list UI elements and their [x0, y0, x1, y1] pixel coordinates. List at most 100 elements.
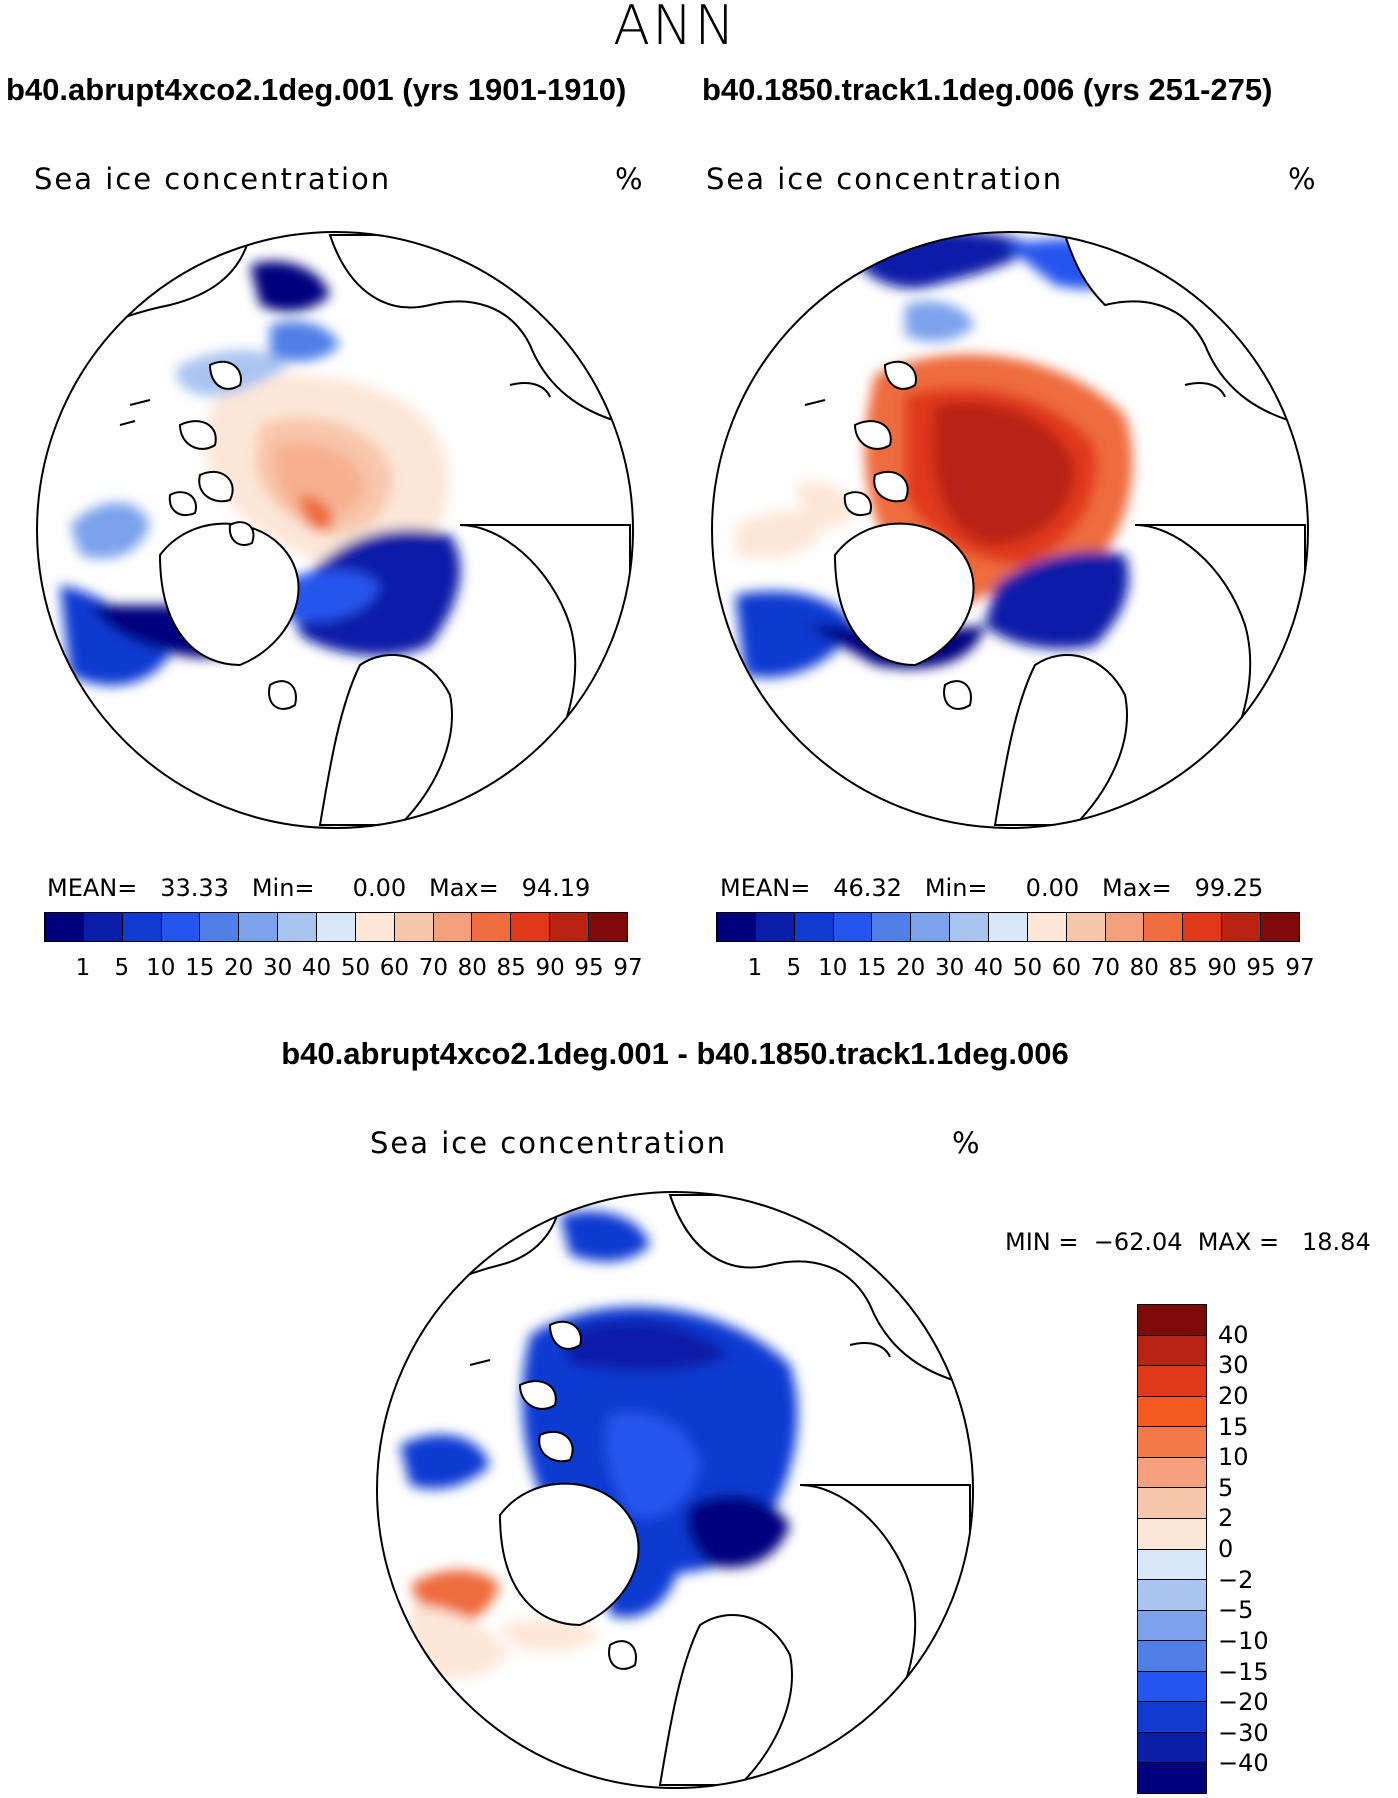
diff-units: % — [952, 1126, 980, 1160]
colorbar-tick-label: 95 — [574, 955, 604, 981]
colorbar-tick-label: 20 — [896, 955, 926, 981]
colorbar-tick-label: 40 — [1218, 1320, 1249, 1349]
colorbar-swatch — [833, 913, 873, 941]
colorbar-swatch — [1222, 913, 1262, 941]
colorbar-tick-label: −30 — [1218, 1718, 1269, 1747]
colorbar-tick-label: 0 — [1218, 1535, 1234, 1563]
colorbar-tick-label: 97 — [613, 955, 643, 981]
colorbar-tick-label: 70 — [1090, 955, 1120, 981]
panel2-stats: MEAN= 46.32 Min= 0.00 Max= 99.25 — [720, 874, 1264, 902]
colorbar-swatch — [511, 913, 551, 941]
colorbar-swatch — [1183, 913, 1223, 941]
colorbar-swatch — [278, 913, 318, 941]
colorbar-swatch — [1261, 913, 1299, 941]
panel2-colorbar — [716, 912, 1300, 942]
colorbar-tick-label: 15 — [857, 955, 887, 981]
colorbar-tick-label: 2 — [1218, 1504, 1234, 1533]
colorbar-swatch — [1066, 913, 1106, 941]
colorbar-swatch — [394, 913, 434, 941]
colorbar-tick-label: −2 — [1218, 1565, 1254, 1594]
panel2-polar-map — [711, 231, 1309, 829]
colorbar-tick-label: 10 — [1218, 1443, 1249, 1472]
diff-title: b40.abrupt4xco2.1deg.001 - b40.1850.trac… — [281, 1036, 1069, 1071]
colorbar-swatch — [550, 913, 590, 941]
colorbar-swatch — [1138, 1366, 1206, 1397]
panel2-units: % — [1288, 162, 1316, 196]
colorbar-swatch — [911, 913, 951, 941]
colorbar-tick-label: 10 — [146, 955, 176, 981]
diff-colorbar-ticks: 40 30 20 15 10 5 2 0 −2 −5 −10 −15 −20 −30 −40 — [1218, 1304, 1298, 1794]
panel1-stats: MEAN= 33.33 Min= 0.00 Max= 94.19 — [47, 874, 591, 902]
diff-polar-map — [376, 1191, 974, 1789]
colorbar-swatch — [1138, 1335, 1206, 1367]
colorbar-tick-label: 80 — [1129, 955, 1159, 981]
panel1-variable-label: Sea ice concentration — [34, 162, 392, 196]
colorbar-swatch — [239, 913, 279, 941]
colorbar-swatch — [989, 913, 1028, 941]
colorbar-swatch — [122, 913, 162, 941]
colorbar-tick-label: 15 — [1218, 1412, 1249, 1441]
colorbar-tick-label: 50 — [1012, 955, 1043, 981]
colorbar-tick-label: 80 — [457, 955, 487, 981]
colorbar-swatch — [1027, 913, 1067, 941]
colorbar-swatch — [717, 913, 756, 941]
colorbar-tick-label: 5 — [786, 955, 802, 981]
colorbar-swatch — [950, 913, 990, 941]
colorbar-swatch — [1138, 1610, 1206, 1642]
colorbar-swatch — [83, 913, 123, 941]
colorbar-swatch — [317, 913, 356, 941]
colorbar-swatch — [1138, 1671, 1206, 1703]
colorbar-tick-label: 15 — [185, 955, 215, 981]
panel2-variable-label: Sea ice concentration — [706, 162, 1064, 196]
diff-variable-label: Sea ice concentration — [370, 1126, 728, 1160]
colorbar-tick-label: 60 — [379, 955, 410, 981]
colorbar-swatch — [200, 913, 240, 941]
season-title: ANN — [613, 0, 737, 57]
panel2-colorbar-ticks: 1 5 10 15 20 30 40 50 60 70 80 85 90 95 97 — [716, 955, 1315, 985]
colorbar-swatch — [1138, 1518, 1206, 1550]
colorbar-swatch — [472, 913, 512, 941]
colorbar-swatch — [1138, 1427, 1206, 1458]
colorbar-swatch — [1105, 913, 1145, 941]
panel1-colorbar-ticks: 1 5 10 15 20 30 40 50 60 70 80 85 90 95 97 — [44, 955, 643, 985]
colorbar-tick-label: −40 — [1218, 1749, 1269, 1778]
colorbar-tick-label: 20 — [224, 955, 254, 981]
colorbar-swatch — [45, 913, 84, 941]
colorbar-swatch — [1138, 1702, 1206, 1733]
colorbar-tick-label: 85 — [1168, 955, 1198, 981]
colorbar-swatch — [755, 913, 795, 941]
colorbar-swatch — [1138, 1763, 1206, 1793]
colorbar-swatch — [1138, 1457, 1206, 1489]
colorbar-swatch — [355, 913, 395, 941]
colorbar-tick-label: 90 — [1207, 955, 1237, 981]
colorbar-tick-label: 30 — [1218, 1351, 1249, 1380]
diff-colorbar — [1137, 1304, 1207, 1794]
panel1-units: % — [615, 162, 643, 196]
colorbar-tick-label: −5 — [1218, 1596, 1254, 1625]
colorbar-tick-label: 5 — [1218, 1473, 1234, 1502]
colorbar-tick-label: 90 — [535, 955, 565, 981]
panel2-case-title: b40.1850.track1.1deg.006 (yrs 251-275) — [702, 72, 1273, 107]
colorbar-tick-label: 95 — [1246, 955, 1276, 981]
colorbar-swatch — [161, 913, 201, 941]
colorbar-swatch — [872, 913, 912, 941]
colorbar-tick-label: 20 — [1218, 1381, 1249, 1410]
colorbar-tick-label: 10 — [818, 955, 848, 981]
colorbar-swatch — [589, 913, 627, 941]
colorbar-tick-label: 30 — [262, 955, 293, 981]
colorbar-tick-label: −20 — [1218, 1688, 1269, 1717]
colorbar-tick-label: 30 — [934, 955, 965, 981]
colorbar-tick-label: 1 — [747, 955, 763, 981]
panel1-polar-map — [36, 231, 634, 829]
panel1-case-title: b40.abrupt4xco2.1deg.001 (yrs 1901-1910) — [6, 72, 627, 107]
colorbar-swatch — [1138, 1488, 1206, 1519]
colorbar-tick-label: 60 — [1051, 955, 1082, 981]
colorbar-swatch — [1138, 1732, 1206, 1764]
colorbar-swatch — [433, 913, 473, 941]
colorbar-tick-label: 85 — [496, 955, 526, 981]
colorbar-tick-label: −10 — [1218, 1626, 1269, 1655]
colorbar-tick-label: 97 — [1285, 955, 1315, 981]
colorbar-tick-label: 70 — [418, 955, 448, 981]
colorbar-swatch — [1138, 1396, 1206, 1428]
colorbar-tick-label: 40 — [301, 955, 332, 981]
